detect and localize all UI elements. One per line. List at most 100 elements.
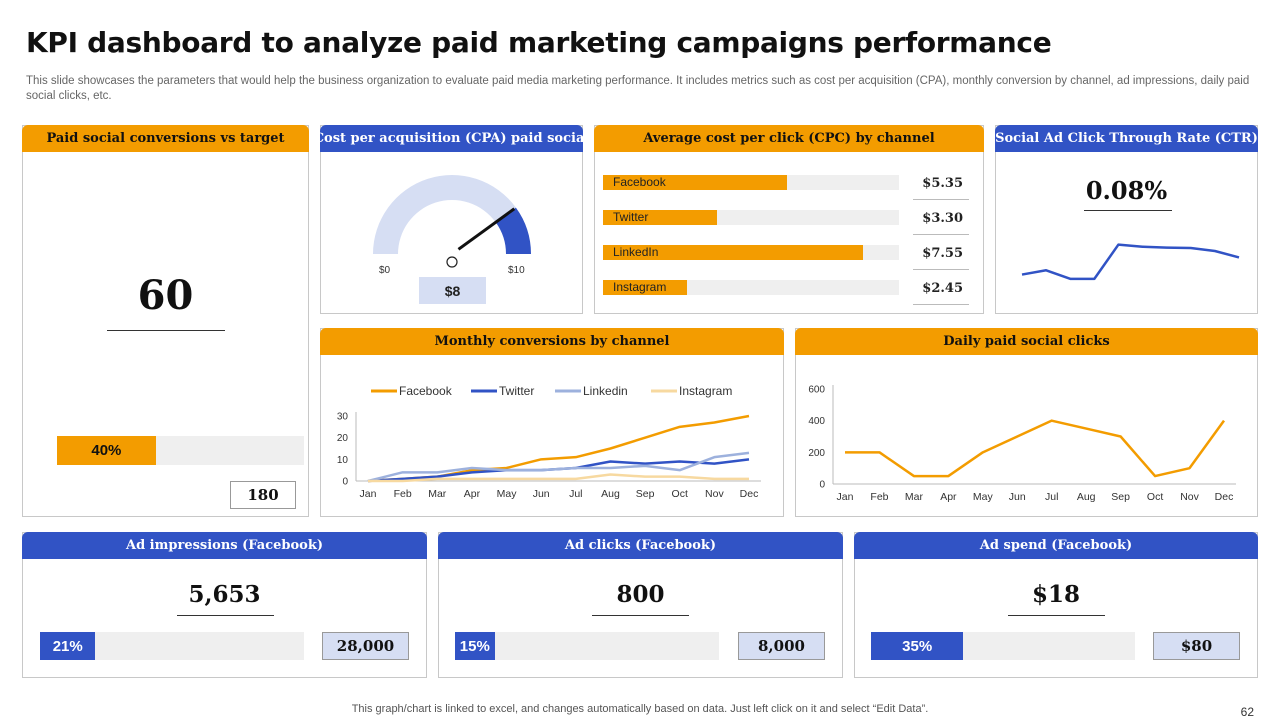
x-tick-label: May (497, 488, 518, 500)
x-tick-label: Apr (940, 491, 957, 503)
cpc-bar-track: LinkedIn (603, 245, 899, 260)
page-title: KPI dashboard to analyze paid marketing … (26, 26, 1052, 59)
ad-clicks-value: 800 (616, 581, 665, 608)
ctr-sparkline-path (1021, 243, 1240, 281)
cpa-value-box: $8 (419, 277, 486, 304)
x-tick-label: Oct (672, 488, 688, 500)
ctr-underline (1084, 210, 1172, 211)
ad-clicks-target: 8,000 (738, 632, 825, 660)
series-line-linkedin (367, 451, 750, 483)
cpc-channel-label: Twitter (613, 210, 649, 224)
ad-impressions-target: 28,000 (322, 632, 409, 660)
y-tick-label: 10 (337, 455, 349, 466)
gauge-band-remaining (495, 207, 531, 254)
cpa-max-label: $10 (508, 265, 525, 276)
ad-spend-header: Ad spend (Facebook) (854, 532, 1258, 559)
series-line-instagram (368, 473, 749, 483)
x-tick-label: Aug (1077, 491, 1096, 503)
ad-clicks-track: 15% (455, 632, 719, 660)
ad-impressions-value: 5,653 (188, 581, 261, 608)
conversions-progress-fill (57, 436, 156, 465)
cpc-bar (603, 280, 688, 295)
x-tick-label: Mar (905, 491, 924, 503)
gauge-hub (446, 256, 458, 268)
ad-clicks-underline (592, 615, 689, 616)
ad-clicks-panel: Ad clicks (Facebook) 800 15% 8,000 (438, 532, 843, 678)
ctr-header: Social Ad Click Through Rate (CTR) (995, 125, 1258, 152)
conversions-target-box: 180 (230, 481, 296, 509)
ad-impressions-underline (177, 615, 274, 616)
x-tick-label: Jun (1009, 491, 1026, 503)
conversions-vs-target-panel: Paid social conversions vs target 60 40%… (22, 125, 309, 517)
ad-impressions-header: Ad impressions (Facebook) (22, 532, 427, 559)
monthly-conversions-header: Monthly conversions by channel (320, 328, 784, 355)
ad-impressions-track: 21% (40, 632, 304, 660)
cpc-channel-label: Instagram (613, 280, 667, 294)
legend-label: Twitter (499, 384, 534, 398)
ad-impressions-progress-label: 21% (52, 637, 83, 655)
ad-impressions-fill (40, 632, 96, 660)
ad-clicks-fill (455, 632, 495, 660)
cpc-bar-track: Instagram (603, 280, 899, 295)
x-tick-label: Sep (636, 488, 655, 500)
cpc-panel: Average cost per click (CPC) by channel … (594, 125, 984, 314)
x-tick-label: Aug (601, 488, 620, 500)
conversions-underline (107, 330, 225, 331)
x-tick-label: Nov (705, 488, 724, 500)
cpc-row-twitter: Twitter $3.30 (603, 203, 983, 237)
x-tick-label: Feb (394, 488, 412, 500)
y-tick-label: 0 (342, 477, 348, 488)
x-tick-label: Jan (837, 491, 854, 503)
series-line-0 (845, 419, 1226, 478)
cpc-bar (603, 175, 788, 190)
x-tick-label: Feb (870, 491, 888, 503)
conversions-progress-track: 40% (57, 436, 304, 465)
legend-label: Facebook (399, 384, 453, 398)
ad-spend-fill (871, 632, 964, 660)
page-subtitle: This slide showcases the parameters that… (26, 75, 1250, 102)
cpc-bar (603, 245, 863, 260)
cpa-min-label: $0 (379, 265, 391, 276)
x-tick-label: Dec (1215, 491, 1234, 503)
cpa-panel: Cost per acquisition (CPA) paid social $… (314, 125, 589, 314)
conversions-progress-label: 40% (91, 442, 122, 459)
cpc-row-facebook: Facebook $5.35 (603, 168, 983, 202)
cpa-gauge (373, 175, 531, 268)
legend-entry-linkedin: Linkedin (555, 384, 628, 398)
legend-label: Linkedin (583, 384, 628, 398)
y-tick-label: 200 (808, 448, 825, 459)
cpc-value-underline (913, 234, 969, 235)
conversions-value: 60 (137, 272, 194, 319)
cpc-value: $7.55 (922, 246, 963, 261)
x-tick-label: Jun (533, 488, 550, 500)
cpc-value-underline (913, 199, 969, 200)
gauge-needle (457, 207, 516, 251)
conversions-vs-target-header: Paid social conversions vs target (22, 125, 309, 152)
x-tick-label: Dec (740, 488, 759, 500)
ad-spend-track: 35% (871, 632, 1135, 660)
x-tick-label: May (973, 491, 994, 503)
ad-spend-value: $18 (1031, 581, 1080, 608)
x-tick-label: Nov (1180, 491, 1199, 503)
x-tick-label: Jan (360, 488, 377, 500)
ad-impressions-panel: Ad impressions (Facebook) 5,653 21% 28,0… (22, 532, 427, 678)
cpc-value: $2.45 (922, 281, 963, 296)
legend-entry-instagram: Instagram (651, 384, 732, 398)
x-tick-label: Jul (1045, 491, 1058, 503)
x-tick-label: Jul (569, 488, 582, 500)
x-tick-label: Mar (428, 488, 447, 500)
cpc-bar (603, 210, 717, 225)
x-tick-label: Apr (464, 488, 481, 500)
y-tick-label: 400 (808, 416, 825, 427)
y-tick-label: 0 (819, 480, 825, 491)
daily-clicks-chart: 0 200 400 600 Jan Feb Mar Apr May Jun Jul Aug Sep Oct… (808, 385, 1236, 503)
cpc-channel-label: Facebook (613, 175, 666, 189)
cpc-value-underline (913, 304, 969, 305)
ctr-panel: Social Ad Click Through Rate (CTR) 0.08% (995, 125, 1258, 314)
ad-spend-panel: Ad spend (Facebook) $18 35% $80 (854, 532, 1258, 678)
page-number: 62 (1240, 705, 1254, 719)
cpc-bar-track: Facebook (603, 175, 899, 190)
ad-spend-underline (1008, 615, 1105, 616)
ad-spend-progress-label: 35% (902, 637, 933, 655)
cpc-header: Average cost per click (CPC) by channel (594, 125, 984, 152)
